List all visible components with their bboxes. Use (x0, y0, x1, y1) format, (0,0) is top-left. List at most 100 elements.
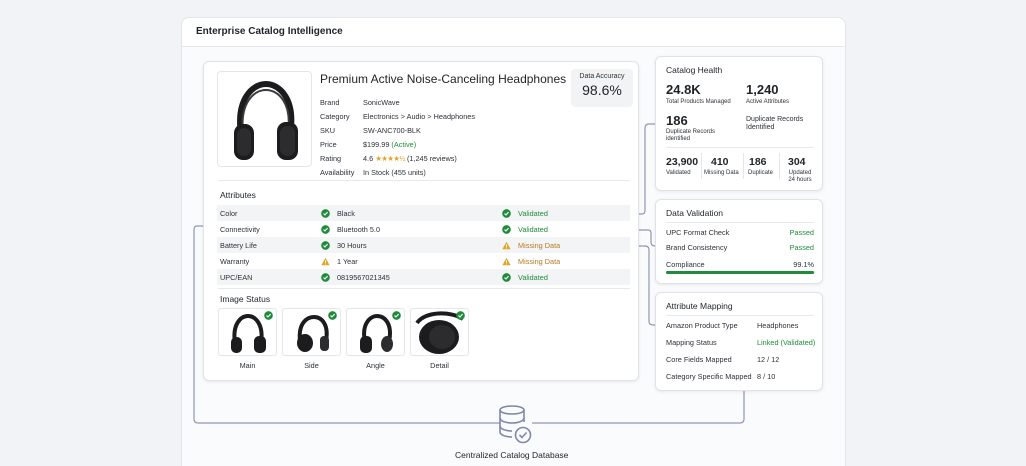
attributes-title: Attributes (220, 190, 256, 200)
attribute-name: Warranty (220, 256, 250, 266)
mapping-row: Core Fields Mapped 12 / 12 (666, 355, 779, 364)
catalog-health-title: Catalog Health (666, 65, 723, 75)
star-rating-icon: ★★★★½ (375, 153, 405, 163)
divider (701, 153, 702, 179)
divider (666, 315, 814, 316)
divider (218, 288, 630, 289)
check-circle-icon (392, 311, 401, 320)
attribute-mapping-title: Attribute Mapping (666, 301, 733, 311)
divider (743, 153, 744, 179)
spec-value: SonicWave (363, 97, 400, 107)
catalog-health-card: Catalog Health 24.8K Total Products Mana… (655, 56, 823, 191)
attribute-status-cell: Missing Data (502, 241, 560, 250)
compliance-label: Compliance (666, 260, 705, 269)
attribute-row: Connectivity Bluetooth 5.0 Validated (217, 221, 630, 237)
thumbnail-frame[interactable] (282, 308, 341, 356)
image-status-title: Image Status (220, 294, 271, 304)
headphones-thumbnail (415, 311, 465, 354)
validated-value: 23,900 (666, 156, 699, 168)
compliance-value: 99.1% (793, 260, 814, 269)
warning-icon (502, 257, 511, 265)
attribute-value: Bluetooth 5.0 (337, 224, 381, 234)
thumbnail-label: Main (239, 361, 256, 370)
validation-status: Passed (789, 228, 814, 237)
mapping-value: Headphones (757, 321, 799, 330)
image-thumbnail[interactable]: Detail (410, 308, 469, 370)
validation-row: UPC Format Check Passed (666, 228, 814, 237)
duplicate-value: 186 (749, 156, 767, 168)
attribute-name: Battery Life (220, 240, 257, 250)
accuracy-label: Data Accuracy (579, 73, 625, 80)
check-circle-icon (328, 311, 337, 320)
attribute-status-cell: Validated (502, 273, 548, 282)
check-circle-icon (321, 272, 330, 282)
price-value: $199.99 (363, 139, 390, 149)
headphones-image (234, 80, 298, 160)
check-circle-icon (321, 208, 330, 218)
mapping-key: Category Specific Mapped (666, 372, 752, 381)
check-circle-icon (321, 224, 330, 234)
image-thumbnail[interactable]: Angle (346, 308, 405, 370)
attribute-value-cell: 1 Year (321, 257, 502, 266)
thumbnail-frame[interactable] (410, 308, 469, 356)
check-circle-icon (502, 224, 511, 234)
image-thumbnail[interactable]: Side (282, 308, 341, 370)
check-circle-icon (456, 311, 465, 320)
spec-key: Rating (320, 153, 342, 163)
product-title: Premium Active Noise-Canceling Headphone… (320, 72, 567, 86)
check-circle-icon (321, 240, 330, 250)
product-specs: Brand SonicWave Category Electronics > A… (320, 95, 475, 179)
missing-value: 410 (711, 156, 729, 168)
total-products-value: 24.8K (666, 82, 701, 97)
spec-key: Availability (320, 167, 355, 177)
attribute-value: Black (337, 208, 355, 218)
spec-value: Electronics > Audio > Headphones (363, 111, 475, 121)
attribute-status-cell: Validated (502, 225, 548, 234)
price-status: (Active) (391, 139, 417, 149)
mapping-value: 12 / 12 (757, 355, 780, 364)
duplicate-records-label: Duplicate Records identified (666, 129, 716, 142)
app-title: Enterprise Catalog Intelligence (182, 18, 845, 47)
attribute-status-cell: Validated (502, 209, 548, 218)
divider (218, 180, 630, 181)
duplicate-records-label-right: Duplicate Records Identified (746, 116, 804, 131)
image-thumbnail[interactable]: Main (218, 308, 277, 370)
divider (779, 153, 780, 179)
attribute-name: Color (220, 208, 238, 218)
data-accuracy-box: Data Accuracy 98.6% (571, 69, 633, 107)
spec-value: 4.6 ★★★★½ (1,245 reviews) (363, 154, 457, 163)
validation-row: Brand Consistency Passed (666, 243, 814, 252)
compliance-progress-fill (666, 271, 814, 274)
validation-key: Brand Consistency (666, 243, 728, 252)
attribute-name: Connectivity (220, 224, 260, 234)
mapping-key: Core Fields Mapped (666, 355, 732, 364)
spec-key: Brand (320, 97, 340, 107)
spec-value: In Stock (455 units) (363, 167, 426, 177)
validation-status: Passed (789, 243, 814, 252)
updated-label-line: Updated (788, 170, 812, 176)
product-image (217, 71, 312, 167)
updated-label-line: 24 hours (788, 177, 812, 183)
review-count: (1,245 reviews) (406, 153, 457, 163)
thumbnail-frame[interactable] (218, 308, 277, 356)
mapping-row: Mapping Status Linked (Validated) (666, 338, 815, 347)
product-card: Premium Active Noise-Canceling Headphone… (203, 61, 639, 381)
thumbnail-frame[interactable] (346, 308, 405, 356)
missing-label: Missing Data (704, 170, 739, 176)
spec-row-brand: Brand SonicWave (320, 95, 475, 109)
attribute-row: Battery Life 30 Hours Missing Data (217, 237, 630, 253)
mapping-value: 8 / 10 (757, 372, 776, 381)
attribute-value-cell: 0819567021345 (321, 273, 502, 282)
database-label: Centralized Catalog Database (455, 450, 569, 460)
validation-key: UPC Format Check (666, 228, 730, 237)
spec-key: Price (320, 139, 337, 149)
duplicate-label: Duplicate (748, 170, 774, 176)
attribute-value: 30 Hours (337, 240, 367, 250)
mapping-row: Category Specific Mapped 8 / 10 (666, 372, 775, 381)
check-circle-icon (502, 272, 511, 282)
spec-row-rating: Rating 4.6 ★★★★½ (1,245 reviews) (320, 151, 475, 165)
attribute-value-cell: Black (321, 209, 502, 218)
spec-row-availability: Availability In Stock (455 units) (320, 165, 475, 179)
mapping-key: Amazon Product Type (666, 321, 738, 330)
rating-value: 4.6 (363, 153, 374, 163)
